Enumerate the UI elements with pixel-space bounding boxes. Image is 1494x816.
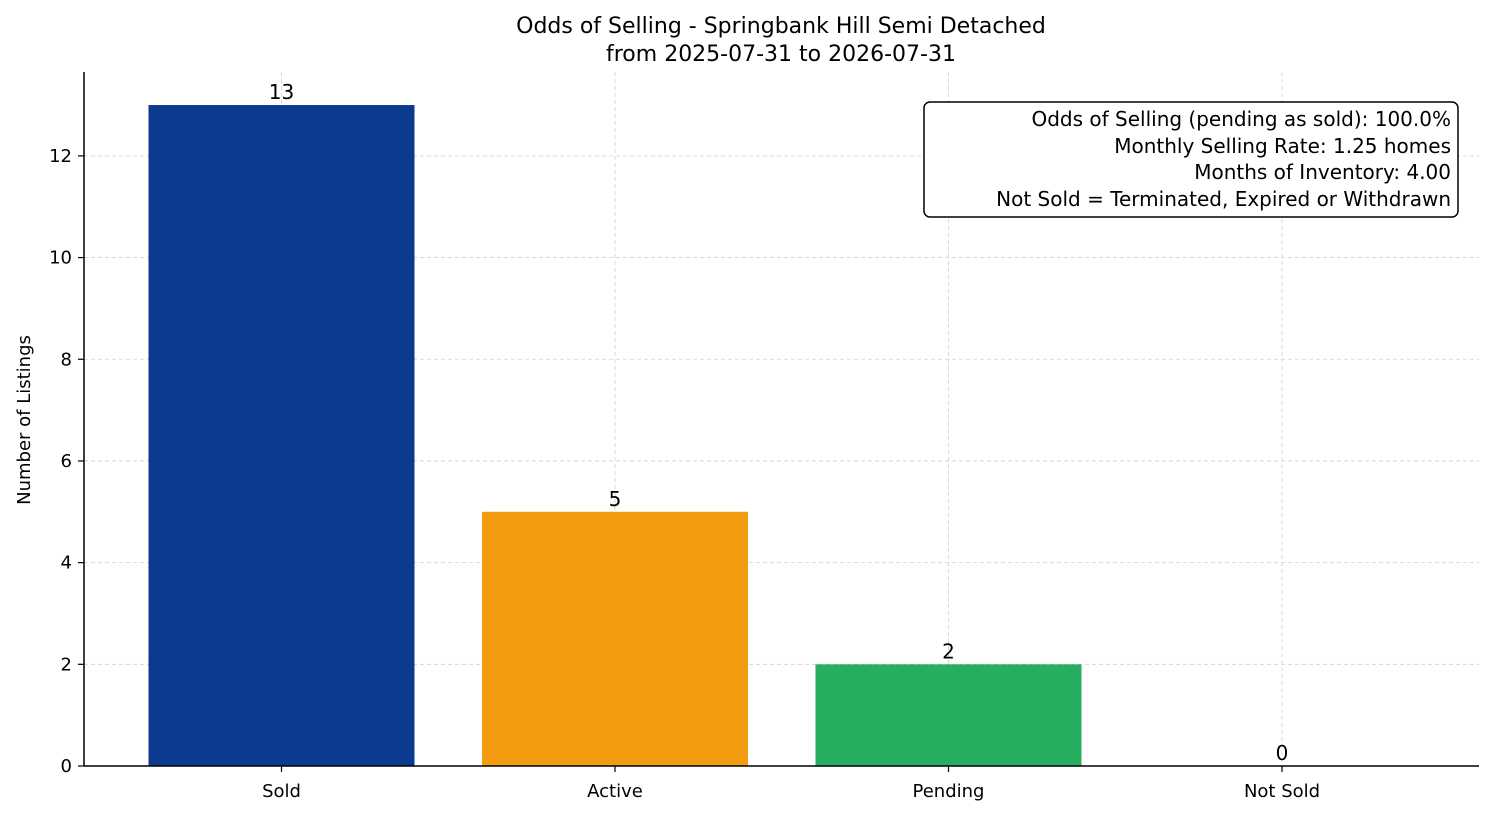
bar-sold bbox=[148, 105, 415, 767]
info-box: Odds of Selling (pending as sold): 100.0… bbox=[923, 101, 1459, 218]
x-axis-ticks: Sold Active Pending Not Sold bbox=[262, 766, 1320, 802]
info-line-note: Not Sold = Terminated, Expired or Withdr… bbox=[996, 187, 1451, 211]
bar-active bbox=[482, 511, 748, 766]
bar-value-label: 13 bbox=[269, 80, 294, 104]
x-tick-label: Sold bbox=[262, 781, 301, 802]
info-line-odds: Odds of Selling (pending as sold): 100.0… bbox=[1031, 107, 1451, 131]
chart-title: Odds of Selling - Springbank Hill Semi D… bbox=[516, 14, 1046, 39]
x-tick-label: Not Sold bbox=[1244, 781, 1320, 802]
info-line-inventory: Months of Inventory: 4.00 bbox=[1194, 160, 1451, 184]
bars bbox=[148, 105, 1082, 767]
info-line-rate: Monthly Selling Rate: 1.25 homes bbox=[1114, 134, 1451, 158]
x-tick-label: Active bbox=[587, 781, 643, 802]
x-tick-label: Pending bbox=[913, 781, 985, 802]
bar-pending bbox=[815, 664, 1082, 766]
y-tick-label: 8 bbox=[61, 349, 72, 370]
y-tick-label: 10 bbox=[49, 248, 72, 269]
chart-subtitle: from 2025-07-31 to 2026-07-31 bbox=[606, 42, 956, 67]
y-axis-label: Number of Listings bbox=[14, 335, 35, 505]
bar-value-label: 5 bbox=[609, 487, 622, 511]
bar-value-label: 0 bbox=[1276, 741, 1289, 765]
y-axis-ticks: 0 2 4 6 8 10 12 bbox=[49, 146, 84, 777]
bar-labels: 13 5 2 0 bbox=[269, 80, 1289, 765]
y-tick-label: 2 bbox=[61, 654, 72, 675]
y-tick-label: 0 bbox=[61, 756, 72, 777]
y-tick-label: 12 bbox=[49, 146, 72, 167]
bar-value-label: 2 bbox=[942, 639, 955, 663]
y-tick-label: 4 bbox=[61, 553, 72, 574]
y-tick-label: 6 bbox=[61, 451, 72, 472]
